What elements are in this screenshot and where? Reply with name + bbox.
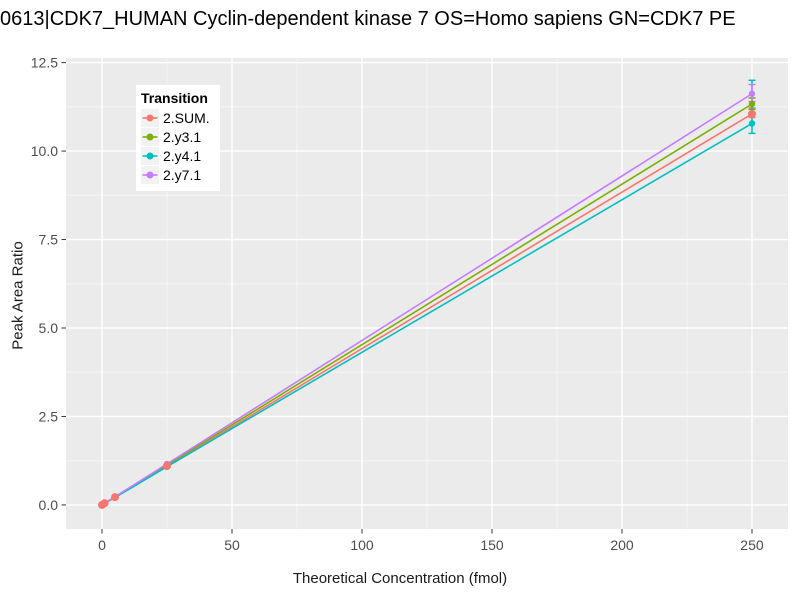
legend-entry-2.SUM.: 2.SUM. xyxy=(141,109,210,127)
legend-key-icon xyxy=(141,109,159,127)
legend-entry-label: 2.y3.1 xyxy=(163,129,202,145)
legend-key-icon xyxy=(141,166,159,184)
x-tick-label: 250 xyxy=(740,537,764,553)
data-point-2.SUM. xyxy=(747,109,756,118)
x-tick-label: 50 xyxy=(224,537,240,553)
legend-entry-2.y4.1: 2.y4.1 xyxy=(141,147,210,165)
legend-key-icon xyxy=(141,147,159,165)
data-point-2.y3.1 xyxy=(748,100,756,108)
data-point-2.SUM. xyxy=(100,499,109,508)
x-axis-title: Theoretical Concentration (fmol) xyxy=(292,570,508,587)
legend-key-icon xyxy=(141,128,159,146)
y-tick-label: 12.5 xyxy=(31,55,58,71)
data-point-2.y7.1 xyxy=(748,90,756,97)
y-tick-label: 5.0 xyxy=(39,320,59,336)
legend-entry-label: 2.y7.1 xyxy=(163,167,202,183)
y-tick-label: 2.5 xyxy=(39,408,59,424)
legend-entry-label: 2.SUM. xyxy=(163,110,210,126)
legend-entries: 2.SUM. 2.y3.1 2.y4.1 2.y7.1 xyxy=(141,109,210,184)
x-tick-label: 0 xyxy=(98,537,106,553)
legend-entry-2.y3.1: 2.y3.1 xyxy=(141,128,210,146)
data-point-2.SUM. xyxy=(163,462,172,471)
y-tick-label: 10.0 xyxy=(31,143,58,159)
data-point-2.y4.1 xyxy=(748,120,756,127)
chart-title: 0613|CDK7_HUMAN Cyclin-dependent kinase … xyxy=(0,8,736,30)
x-tick-label: 100 xyxy=(350,537,374,553)
y-tick-label: 0.0 xyxy=(39,497,59,513)
x-tick-label: 200 xyxy=(610,537,634,553)
data-point-2.SUM. xyxy=(111,493,120,502)
y-axis-title: Peak Area Ratio xyxy=(9,241,27,350)
legend-title: Transition xyxy=(141,90,208,106)
legend: Transition 2.SUM. 2.y3.1 2.y4.1 2.y7.1 xyxy=(136,85,220,191)
legend-entry-2.y7.1: 2.y7.1 xyxy=(141,166,210,184)
x-tick-label: 150 xyxy=(480,537,504,553)
y-tick-label: 7.5 xyxy=(39,232,59,248)
legend-entry-label: 2.y4.1 xyxy=(163,148,202,164)
